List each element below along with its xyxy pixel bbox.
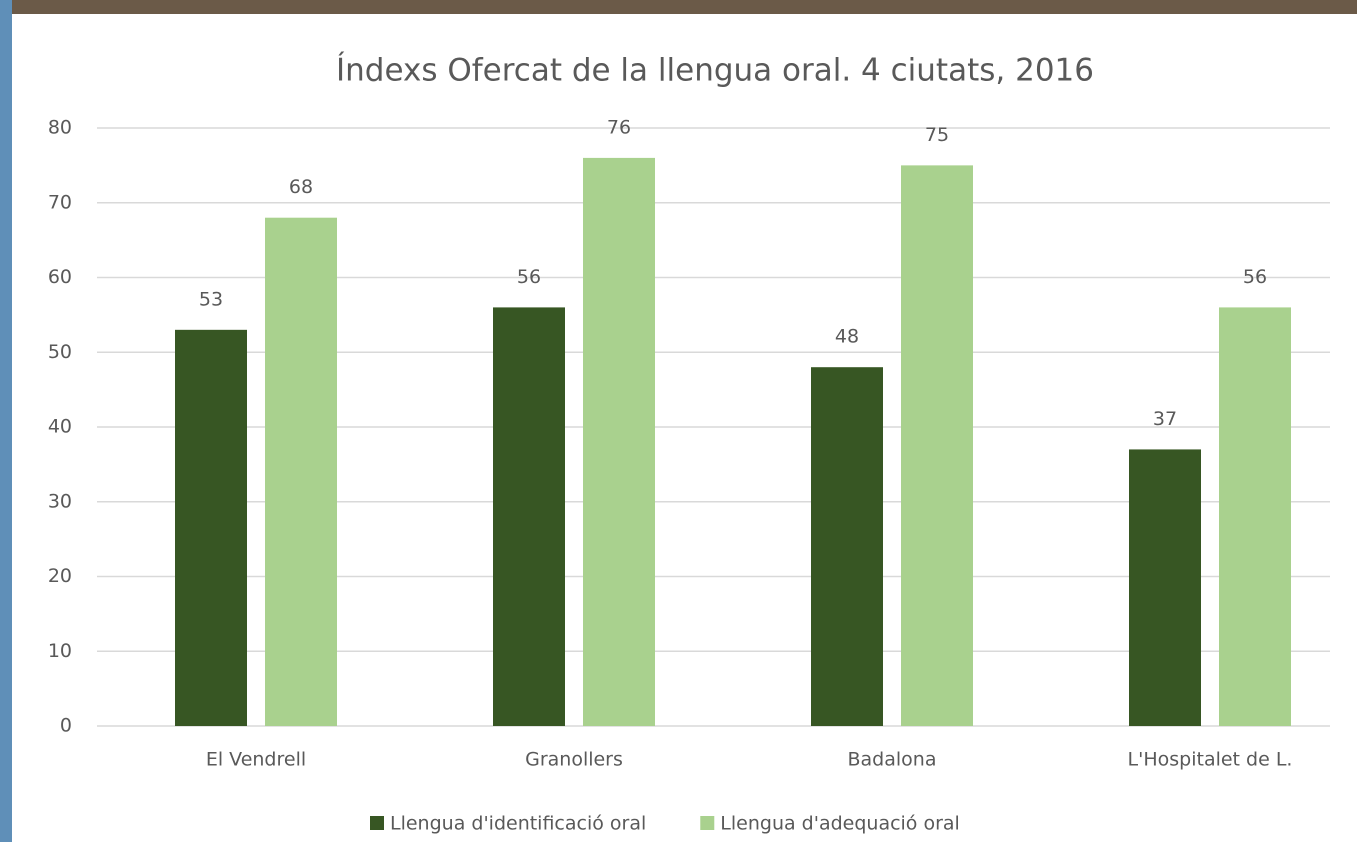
- y-tick-label: 70: [48, 191, 72, 213]
- chart-title: Índexs Ofercat de la llengua oral. 4 ciu…: [336, 53, 1094, 89]
- y-tick-label: 0: [60, 715, 72, 737]
- data-label: 37: [1153, 408, 1177, 430]
- bar: [1129, 449, 1201, 726]
- left-strip: [0, 0, 12, 842]
- x-tick-label: Badalona: [848, 749, 937, 771]
- legend-swatch: [370, 816, 384, 830]
- bar: [901, 165, 973, 726]
- bar: [493, 307, 565, 726]
- y-tick-label: 20: [48, 565, 72, 587]
- data-label: 56: [517, 266, 541, 288]
- legend-swatch: [700, 816, 715, 830]
- data-label: 75: [925, 124, 949, 146]
- legend-label: Llengua d'identificació oral: [390, 813, 646, 835]
- y-tick-label: 60: [48, 266, 72, 288]
- bar: [583, 157, 655, 726]
- bar: [1219, 307, 1291, 726]
- x-tick-label: L'Hospitalet de L.: [1128, 749, 1293, 771]
- data-label: 48: [835, 326, 859, 348]
- y-tick-label: 80: [48, 117, 72, 139]
- x-tick-label: El Vendrell: [206, 749, 306, 771]
- y-tick-label: 30: [48, 490, 72, 512]
- data-label: 53: [199, 288, 223, 310]
- bar: [811, 367, 883, 726]
- y-tick-label: 50: [48, 341, 72, 363]
- y-tick-label: 10: [48, 640, 72, 662]
- data-label: 56: [1243, 266, 1267, 288]
- data-label: 68: [289, 176, 313, 198]
- bar: [175, 329, 247, 726]
- top-strip: [0, 0, 1357, 14]
- bar: [265, 217, 337, 726]
- legend-label: Llengua d'adequació oral: [720, 813, 960, 835]
- x-tick-label: Granollers: [525, 749, 623, 771]
- y-tick-label: 40: [48, 416, 72, 438]
- data-label: 76: [607, 116, 631, 138]
